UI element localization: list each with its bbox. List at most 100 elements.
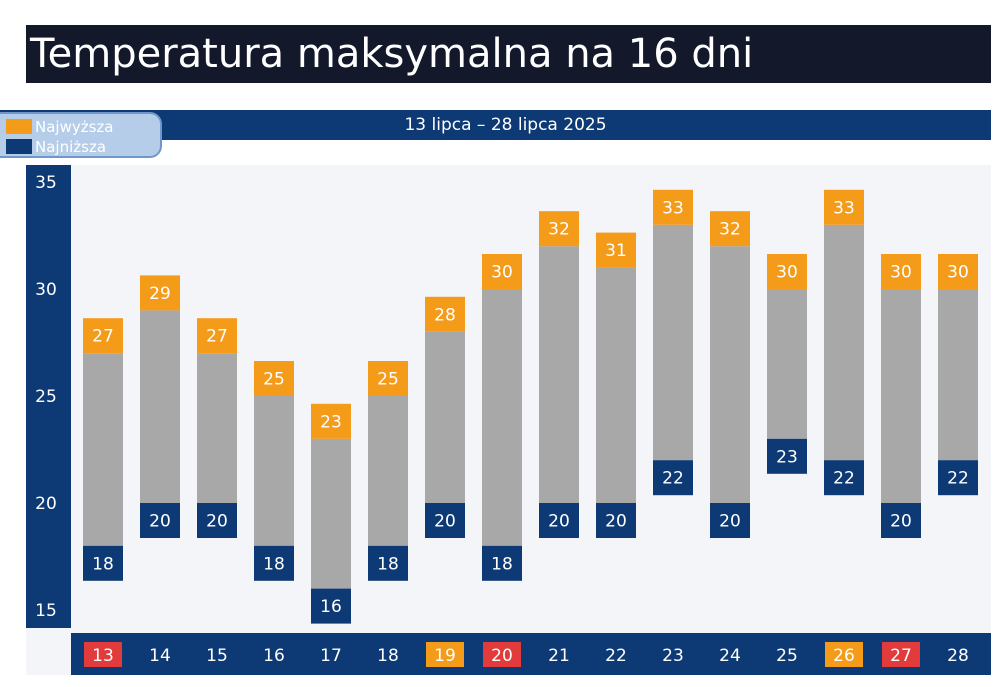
temperature-range-bar: [140, 310, 180, 503]
y-tick-label: 20: [35, 494, 57, 514]
low-value-box: [881, 503, 921, 538]
day-highlight: [426, 642, 464, 667]
low-value-box: [83, 545, 123, 581]
day-highlight: [882, 642, 920, 667]
low-value-box: [425, 503, 465, 538]
low-value-label: 22: [833, 469, 855, 489]
high-value-label: 27: [92, 327, 114, 347]
high-value-label: 23: [320, 412, 342, 432]
high-value-label: 27: [206, 327, 228, 347]
high-value-label: 33: [662, 198, 684, 218]
low-value-label: 20: [605, 512, 627, 532]
high-value-box: [482, 254, 522, 289]
temperature-range-bar: [824, 224, 864, 461]
legend-swatch-high: [6, 119, 32, 134]
high-value-box: [767, 254, 807, 289]
x-tick-label: 28: [947, 646, 969, 666]
high-value-box: [140, 275, 180, 311]
date-range: 13 lipca – 28 lipca 2025: [0, 110, 991, 140]
temperature-range-bar: [254, 396, 294, 546]
y-tick-label: 30: [35, 280, 57, 300]
high-value-box: [710, 211, 750, 247]
temperature-range-bar: [710, 246, 750, 503]
high-value-label: 30: [491, 263, 513, 283]
low-value-label: 22: [662, 469, 684, 489]
low-value-label: 20: [548, 512, 570, 532]
low-value-box: [710, 503, 750, 538]
x-tick-label: 13: [92, 646, 114, 666]
low-value-label: 18: [263, 554, 285, 574]
x-tick-label: 17: [320, 646, 342, 666]
high-value-label: 28: [434, 305, 456, 325]
high-value-label: 32: [548, 220, 570, 240]
high-value-box: [311, 403, 351, 439]
low-value-box: [653, 460, 693, 496]
x-tick-label: 24: [719, 646, 741, 666]
high-value-box: [824, 189, 864, 225]
y-tick-label: 15: [35, 601, 57, 621]
temperature-range-bar: [881, 289, 921, 503]
y-tick-label: 25: [35, 387, 57, 407]
high-value-box: [596, 232, 636, 268]
low-value-label: 18: [377, 554, 399, 574]
high-value-box: [425, 296, 465, 332]
temperature-range-bar: [482, 289, 522, 546]
temperature-range-bar: [653, 224, 693, 461]
legend-swatch-low: [6, 139, 32, 154]
temperature-range-bar: [83, 353, 123, 546]
low-value-box: [254, 545, 294, 581]
x-tick-label: 27: [890, 646, 912, 666]
low-value-box: [368, 545, 408, 581]
low-value-box: [938, 460, 978, 496]
x-tick-label: 18: [377, 646, 399, 666]
temperature-range-bar: [311, 438, 351, 589]
low-value-label: 20: [890, 512, 912, 532]
temperature-range-bar: [596, 267, 636, 503]
temperature-range-bar: [767, 289, 807, 439]
low-value-label: 20: [206, 512, 228, 532]
low-value-box: [140, 503, 180, 538]
x-tick-label: 23: [662, 646, 684, 666]
high-value-label: 32: [719, 220, 741, 240]
high-value-box: [368, 361, 408, 396]
high-value-box: [254, 361, 294, 396]
day-highlight: [483, 642, 521, 667]
x-tick-label: 16: [263, 646, 285, 666]
high-value-label: 30: [947, 263, 969, 283]
y-axis: [26, 165, 71, 628]
x-tick-label: 20: [491, 646, 513, 666]
low-value-box: [596, 503, 636, 538]
x-tick-label: 26: [833, 646, 855, 666]
low-value-box: [767, 438, 807, 474]
low-value-box: [824, 460, 864, 496]
x-tick-label: 25: [776, 646, 798, 666]
low-value-box: [482, 545, 522, 581]
temperature-range-bar: [425, 331, 465, 503]
high-value-label: 25: [377, 370, 399, 390]
low-value-label: 20: [149, 512, 171, 532]
high-value-label: 33: [833, 198, 855, 218]
low-value-label: 18: [92, 554, 114, 574]
high-value-box: [539, 211, 579, 247]
legend: Najwyższa Najniższa: [0, 112, 162, 158]
x-tick-label: 15: [206, 646, 228, 666]
x-tick-label: 21: [548, 646, 570, 666]
low-value-box: [539, 503, 579, 538]
x-tick-label: 19: [434, 646, 456, 666]
temperature-range-bar: [197, 353, 237, 503]
day-highlight: [84, 642, 122, 667]
low-value-label: 22: [947, 469, 969, 489]
high-value-box: [938, 254, 978, 289]
temperature-range-bar: [938, 289, 978, 461]
high-value-box: [653, 189, 693, 225]
low-value-box: [197, 503, 237, 538]
x-tick-label: 14: [149, 646, 171, 666]
chart-title: Temperatura maksymalna na 16 dni: [26, 25, 991, 83]
temperature-range-bar: [539, 246, 579, 503]
low-value-label: 16: [320, 597, 342, 617]
y-tick-label: 35: [35, 173, 57, 193]
legend-label-high: Najwyższa: [35, 118, 114, 136]
temperature-range-bar: [368, 396, 408, 546]
legend-label-low: Najniższa: [35, 138, 107, 156]
low-value-box: [311, 588, 351, 624]
